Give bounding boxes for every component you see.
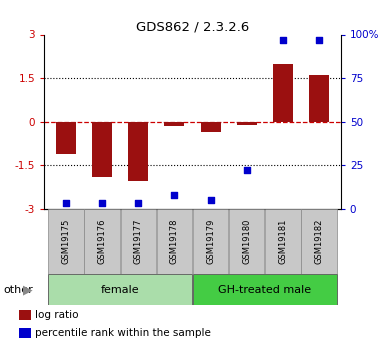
Bar	[48, 209, 84, 274]
Bar	[201, 122, 221, 132]
Bar	[273, 63, 293, 122]
Point	[99, 201, 105, 206]
Bar	[164, 122, 184, 126]
Point	[135, 201, 141, 206]
Text: GSM19175: GSM19175	[62, 219, 70, 264]
Bar	[121, 209, 156, 274]
Bar	[19, 328, 31, 338]
Text: GSM19176: GSM19176	[98, 219, 107, 264]
Bar	[157, 209, 192, 274]
Point	[63, 201, 69, 206]
Bar	[193, 209, 228, 274]
Bar	[309, 75, 329, 122]
Bar	[237, 122, 257, 125]
Title: GDS862 / 2.3.2.6: GDS862 / 2.3.2.6	[136, 20, 249, 33]
Point	[280, 37, 286, 42]
Text: ▶: ▶	[23, 283, 32, 296]
Bar	[56, 122, 76, 154]
Point	[171, 192, 177, 198]
Point	[208, 197, 214, 203]
Text: GSM19182: GSM19182	[315, 219, 323, 264]
Bar	[128, 122, 148, 181]
Bar	[84, 209, 120, 274]
Text: log ratio: log ratio	[35, 310, 79, 320]
Bar	[229, 209, 264, 274]
Text: female: female	[101, 285, 139, 295]
Bar	[48, 274, 192, 305]
Bar	[92, 122, 112, 177]
Text: GSM19178: GSM19178	[170, 219, 179, 264]
Bar	[19, 310, 31, 320]
Text: GSM19179: GSM19179	[206, 219, 215, 264]
Text: GSM19180: GSM19180	[242, 219, 251, 264]
Point	[244, 168, 250, 173]
Bar	[193, 274, 337, 305]
Text: other: other	[4, 285, 33, 295]
Text: GSM19181: GSM19181	[278, 219, 287, 264]
Point	[316, 37, 322, 42]
Text: percentile rank within the sample: percentile rank within the sample	[35, 328, 211, 338]
Text: GSM19177: GSM19177	[134, 219, 143, 264]
Text: GH-treated male: GH-treated male	[218, 285, 311, 295]
Bar	[301, 209, 337, 274]
Bar	[265, 209, 301, 274]
